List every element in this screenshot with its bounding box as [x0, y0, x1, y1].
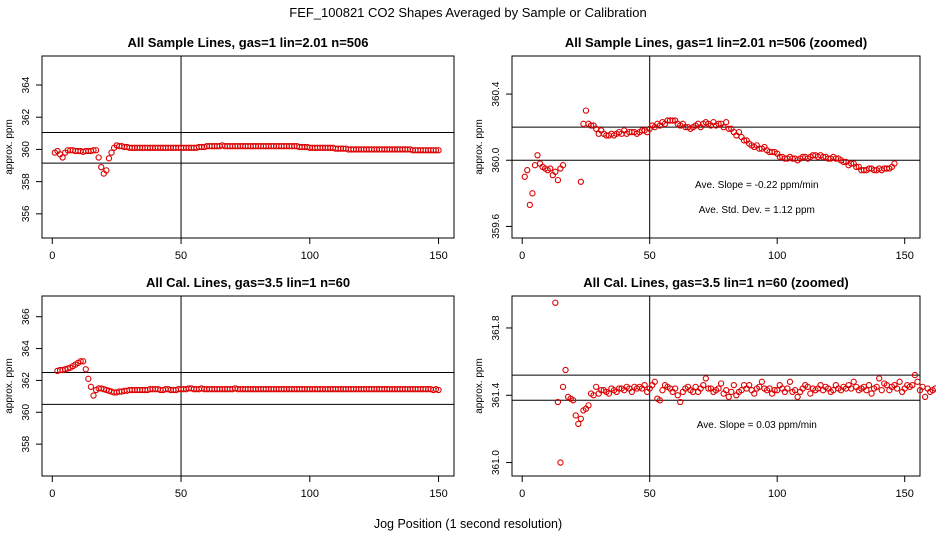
x-axis-label: Jog Position (1 second resolution) — [373, 517, 563, 531]
data-point — [92, 147, 100, 154]
y-tick-label: 364 — [21, 76, 32, 93]
main-title: FEF_100821 CO2 Shapes Averaged by Sample… — [289, 5, 647, 20]
x-tick-label: 150 — [429, 250, 447, 262]
x-tick-label: 100 — [301, 250, 319, 262]
data-point — [432, 147, 440, 154]
data-point — [98, 163, 105, 171]
panel-title: All Sample Lines, gas=1 lin=2.01 n=506 — [128, 35, 369, 50]
data-point — [90, 147, 97, 154]
data-point — [108, 149, 115, 156]
y-tick-label: 358 — [21, 173, 32, 190]
y-tick-label: 362 — [21, 108, 32, 125]
data-point — [95, 154, 102, 161]
y-tick-label: 356 — [21, 205, 32, 222]
x-tick-label: 0 — [49, 250, 55, 262]
y-axis-label: approx. ppm — [4, 119, 15, 175]
data-point — [105, 155, 113, 162]
data-point — [103, 167, 110, 174]
data-point — [59, 154, 66, 161]
x-tick-label: 50 — [175, 250, 187, 262]
y-tick-label: 360 — [21, 141, 32, 158]
plot-frame — [41, 55, 455, 239]
data-point — [435, 147, 442, 154]
